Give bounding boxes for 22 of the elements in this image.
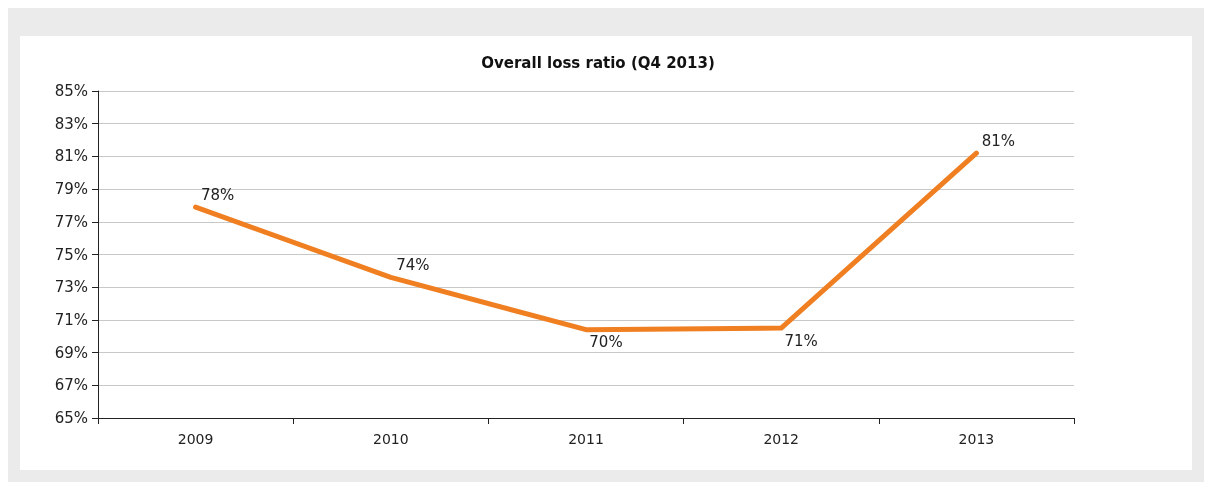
- y-tick-label: 65%: [54, 409, 88, 427]
- x-tick-label: 2009: [177, 431, 214, 447]
- data-label: 74%: [396, 255, 430, 274]
- data-label: 71%: [784, 331, 818, 350]
- y-tick-label: 71%: [54, 310, 88, 329]
- chart-title: Overall loss ratio (Q4 2013): [481, 53, 715, 72]
- y-tick-label: 77%: [54, 212, 88, 231]
- y-tick-label: 73%: [54, 278, 88, 297]
- y-tick-label: 75%: [54, 245, 88, 264]
- y-tick-label: 81%: [54, 147, 88, 166]
- data-label: 81%: [981, 131, 1016, 150]
- y-tick-label: 83%: [54, 114, 88, 133]
- x-tick-label: 2013: [958, 431, 995, 447]
- data-label: 78%: [200, 185, 235, 204]
- x-tick-label: 2010: [372, 431, 409, 447]
- y-tick-label: 69%: [54, 343, 88, 362]
- x-tick-label: 2011: [568, 431, 604, 447]
- y-tick-label: 79%: [54, 180, 88, 199]
- x-tick-label: 2012: [763, 431, 800, 447]
- data-label: 70%: [589, 333, 623, 352]
- y-tick-label: 85%: [54, 82, 88, 100]
- y-tick-label: 67%: [54, 376, 88, 395]
